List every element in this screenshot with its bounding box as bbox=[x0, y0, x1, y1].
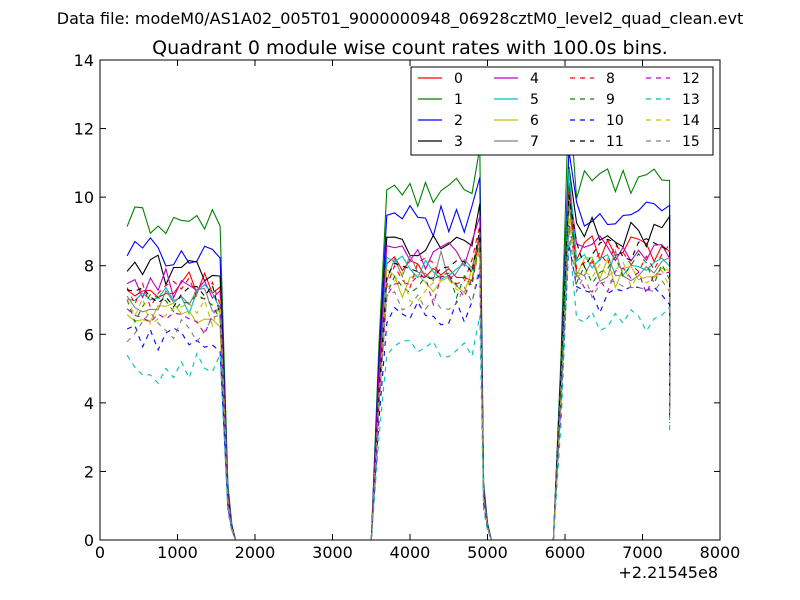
axis-layer: 0 1000 2000 3000 4000 5000 6000 7000 80000246810… bbox=[74, 51, 741, 562]
series-layer bbox=[126, 92, 671, 541]
x-offset-label: +2.21545e8 bbox=[618, 563, 718, 582]
legend-label-4: 4 bbox=[530, 71, 539, 87]
legend-label-13: 13 bbox=[682, 92, 700, 108]
series-line-5 bbox=[127, 168, 671, 541]
legend-label-9: 9 bbox=[606, 92, 615, 108]
y-tick-label: 6 bbox=[84, 325, 94, 344]
x-tick-label: 3000 bbox=[312, 543, 353, 562]
series-line-7 bbox=[126, 198, 671, 541]
series-line-14 bbox=[126, 216, 671, 541]
series-line-0 bbox=[126, 186, 671, 541]
series-line-3 bbox=[126, 166, 671, 541]
data-file-title: Data file: modeM0/AS1A02_005T01_90000009… bbox=[57, 9, 743, 29]
x-tick-label: 2000 bbox=[235, 543, 276, 562]
legend-label-3: 3 bbox=[454, 134, 463, 150]
series-line-2 bbox=[126, 150, 671, 541]
legend-frame bbox=[410, 66, 714, 156]
y-tick-label: 10 bbox=[74, 188, 94, 207]
legend-label-10: 10 bbox=[606, 113, 624, 129]
legend-label-14: 14 bbox=[682, 113, 700, 129]
legend-label-2: 2 bbox=[454, 113, 463, 129]
legend-label-6: 6 bbox=[530, 113, 539, 129]
series-line-10 bbox=[126, 243, 671, 541]
series-line-8 bbox=[126, 190, 671, 541]
x-tick-label: 7000 bbox=[622, 543, 663, 562]
legend-label-1: 1 bbox=[454, 92, 463, 108]
series-line-4 bbox=[126, 183, 671, 541]
x-tick-label: 1000 bbox=[157, 543, 198, 562]
y-tick-label: 2 bbox=[84, 462, 94, 481]
y-tick-label: 12 bbox=[74, 120, 94, 139]
legend-label-8: 8 bbox=[606, 71, 615, 87]
legend-label-0: 0 bbox=[454, 71, 463, 87]
y-tick-label: 8 bbox=[84, 257, 94, 276]
series-line-15 bbox=[126, 226, 671, 541]
series-line-13 bbox=[126, 234, 671, 541]
x-tick-label: 0 bbox=[95, 543, 105, 562]
x-tick-label: 6000 bbox=[545, 543, 586, 562]
series-line-6 bbox=[126, 205, 671, 541]
series-line-12 bbox=[126, 221, 671, 541]
x-tick-label: 8000 bbox=[700, 543, 741, 562]
legend-label-5: 5 bbox=[530, 92, 539, 108]
chart-title: Quadrant 0 module wise count rates with … bbox=[152, 37, 668, 59]
y-tick-label: 4 bbox=[84, 394, 94, 413]
x-tick-label: 4000 bbox=[390, 543, 431, 562]
x-tick-label: 5000 bbox=[467, 543, 508, 562]
legend-label-11: 11 bbox=[606, 134, 624, 150]
y-tick-label: 14 bbox=[74, 51, 94, 70]
legend-label-15: 15 bbox=[682, 134, 700, 150]
legend-label-12: 12 bbox=[682, 71, 700, 87]
legend-label-7: 7 bbox=[530, 134, 539, 150]
y-tick-label: 0 bbox=[84, 531, 94, 550]
series-line-1 bbox=[126, 92, 671, 541]
